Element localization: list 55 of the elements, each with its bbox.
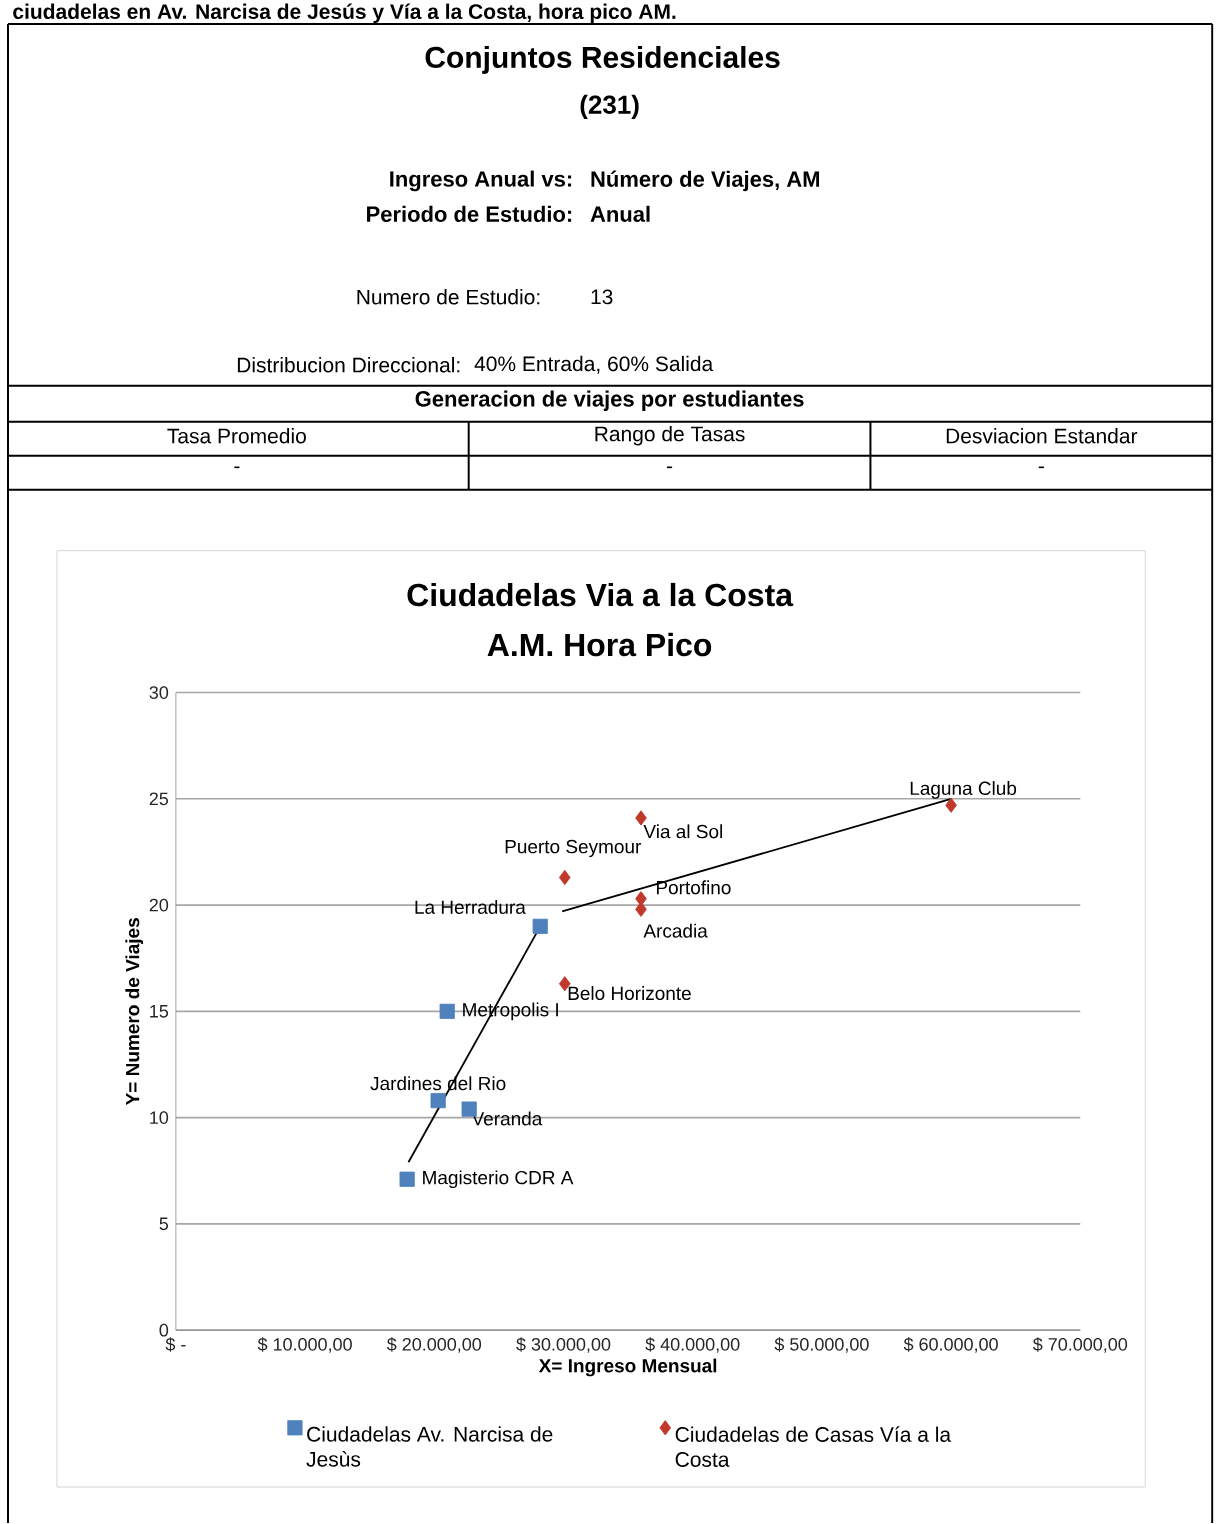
- text: ciudadelas en Av. Narcisa de Jesús y Vía a la Costa, hora pico AM.: [13, 3, 676, 24]
- y-tick-label: 5: [159, 1217, 168, 1231]
- legend-label: Ciudadelas Av. Narcisa de Jesùs: [306, 1426, 553, 1467]
- point: [430, 1093, 446, 1109]
- annotation: Laguna Club: [910, 781, 1017, 799]
- x-tick-label: $ -: [165, 1337, 186, 1352]
- y-tick-label: 0: [159, 1323, 169, 1337]
- text: Ingreso Anual vs:: [390, 170, 571, 192]
- y-tick-label: 25: [149, 792, 168, 806]
- annotation: Puerto Seymour: [505, 839, 641, 858]
- y-tick-label: 20: [149, 898, 169, 912]
- x-tick-label: $ 60.000,00: [903, 1337, 998, 1353]
- annotation: Via al Sol: [643, 824, 722, 839]
- legend-label: Ciudadelas de Casas Vía a la Costa: [675, 1426, 951, 1467]
- annotation: La Herradura: [415, 900, 526, 914]
- annotation: Arcadia: [643, 923, 708, 938]
- text: 40% Entrada, 60% Salida: [474, 355, 714, 374]
- text: Periodo de Estudio:: [366, 205, 572, 222]
- text: 13: [591, 289, 613, 305]
- text: -: [234, 466, 240, 469]
- text: Conjuntos Residenciales: [425, 45, 780, 74]
- chart-title: Ciudadelas Via a la Costa: [407, 582, 794, 607]
- annotation: Portofino: [656, 880, 731, 895]
- point: [399, 1171, 415, 1187]
- text: Anual: [590, 205, 650, 222]
- x-tick-label: $ 20.000,00: [386, 1337, 481, 1353]
- text: Desviacion Estandar: [946, 428, 1138, 444]
- point: [635, 810, 647, 826]
- x-tick-label: $ 30.000,00: [516, 1337, 611, 1353]
- point: [635, 901, 647, 917]
- y-tick-label: 30: [149, 686, 169, 699]
- text: Numero de Estudio:: [357, 289, 540, 305]
- y-axis-title: Y= Numero de Viajes: [125, 918, 143, 1106]
- x-tick-label: $ 40.000,00: [645, 1337, 740, 1353]
- text: Tasa Promedio: [167, 428, 306, 444]
- point: [439, 1003, 455, 1019]
- annotation: Belo Horizonte: [568, 986, 691, 1001]
- y-tick-label: 15: [150, 1005, 168, 1018]
- point: [532, 918, 548, 934]
- y-tick-label: 10: [150, 1111, 169, 1124]
- x-tick-label: $ 70.000,00: [1032, 1337, 1127, 1353]
- text: -: [1038, 466, 1044, 469]
- x-tick-label: $ 10.000,00: [257, 1337, 352, 1353]
- text: Generacion de viajes por estudiantes: [415, 390, 804, 411]
- chart-subtitle: A.M. Hora Pico: [487, 632, 712, 657]
- x-axis-title: X= Ingreso Mensual: [538, 1358, 717, 1377]
- x-tick-label: $ 50.000,00: [774, 1337, 869, 1353]
- annotation: Veranda: [471, 1111, 543, 1126]
- text: Rango de Tasas: [595, 425, 745, 446]
- point: [558, 869, 571, 886]
- text: (231): [580, 94, 639, 120]
- text: -: [666, 466, 673, 469]
- text: Distribucion Direccional:: [237, 357, 460, 373]
- text: Número de Viajes, AM: [591, 170, 819, 192]
- annotation: Magisterio CDR A: [423, 1170, 574, 1189]
